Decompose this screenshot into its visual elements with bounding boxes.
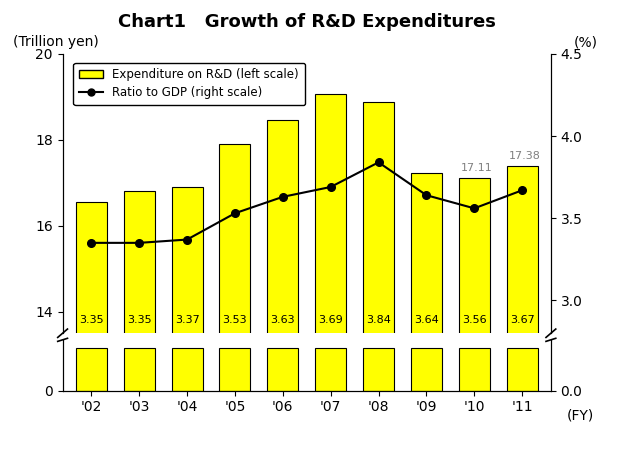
Bar — [124, 348, 155, 391]
Bar — [267, 348, 299, 391]
Bar — [459, 348, 490, 391]
Text: 3.69: 3.69 — [318, 316, 343, 326]
Legend: Expenditure on R&D (left scale), Ratio to GDP (right scale): Expenditure on R&D (left scale), Ratio t… — [73, 62, 305, 105]
Text: 3.37: 3.37 — [175, 316, 200, 326]
Text: 17.38: 17.38 — [508, 151, 540, 161]
Bar — [411, 173, 442, 449]
Bar — [315, 94, 346, 449]
Text: 3.53: 3.53 — [223, 316, 247, 326]
Bar — [459, 178, 490, 449]
Bar — [124, 191, 155, 449]
Bar — [76, 348, 107, 391]
Bar — [172, 187, 203, 449]
Bar — [172, 348, 203, 391]
Text: 3.67: 3.67 — [510, 316, 535, 326]
Text: 3.35: 3.35 — [127, 316, 151, 326]
Text: (FY): (FY) — [567, 409, 594, 423]
Text: Chart1   Growth of R&D Expenditures: Chart1 Growth of R&D Expenditures — [118, 13, 496, 31]
Bar — [219, 348, 250, 391]
Bar — [76, 202, 107, 449]
Text: (%): (%) — [574, 35, 598, 49]
Bar — [219, 144, 250, 449]
Bar — [411, 348, 442, 391]
Text: 17.11: 17.11 — [461, 163, 493, 173]
Bar — [363, 348, 394, 391]
Bar — [506, 167, 538, 449]
Bar — [363, 102, 394, 449]
Text: 3.63: 3.63 — [270, 316, 295, 326]
Bar — [506, 348, 538, 391]
Bar — [267, 119, 299, 449]
Text: (Trillion yen): (Trillion yen) — [13, 35, 98, 49]
Text: 3.56: 3.56 — [462, 316, 486, 326]
Text: 3.35: 3.35 — [79, 316, 104, 326]
Text: 3.84: 3.84 — [366, 316, 391, 326]
Text: 3.64: 3.64 — [414, 316, 439, 326]
Bar — [315, 348, 346, 391]
